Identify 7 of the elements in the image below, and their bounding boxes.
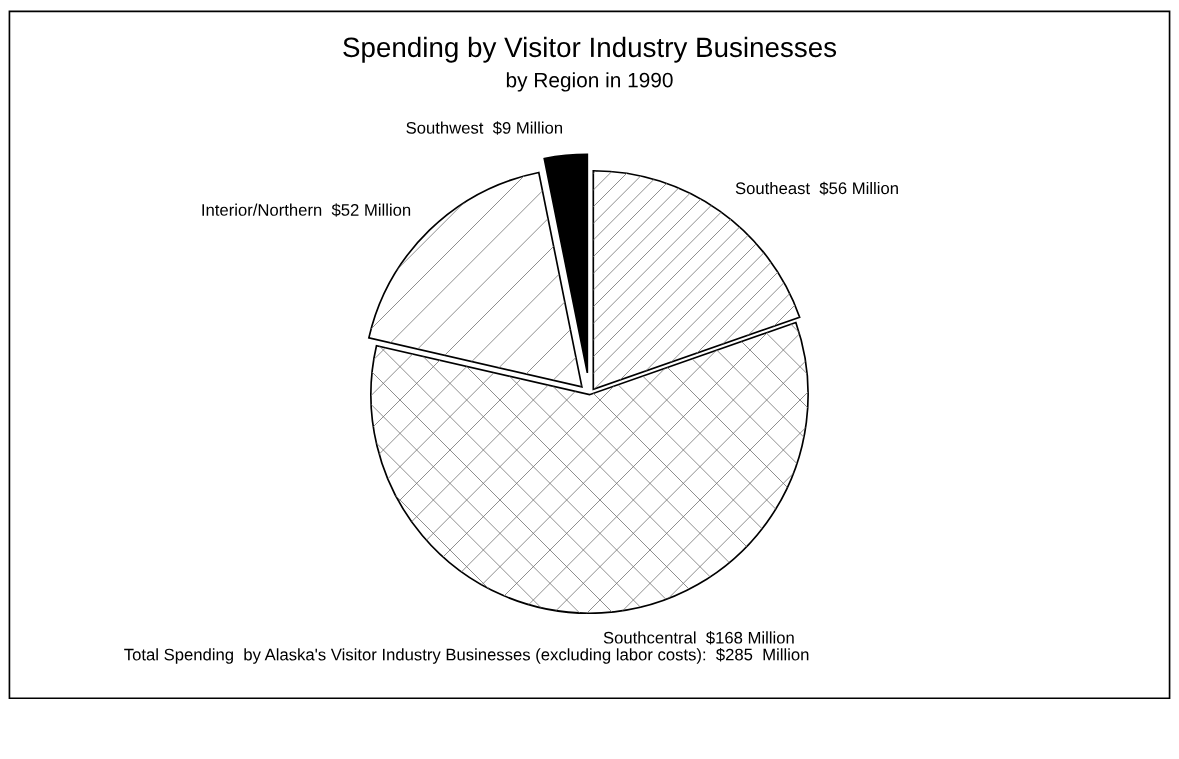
chart-subtitle: by Region in 1990: [506, 72, 673, 92]
slice-label: Southwest $9 Million: [406, 121, 563, 135]
slice-label: Interior/Northern $52 Million: [202, 203, 411, 217]
chart-title: Spending by Visitor Industry Businesses: [343, 36, 837, 63]
text: Total Spending by Alaska's Visitor Industry Businesses (excluding labor costs): $285 Million: [124, 647, 809, 664]
slice-label: Southcentral $168 Million: [603, 631, 794, 645]
slice-label: Southeast $56 Million: [735, 181, 898, 196]
